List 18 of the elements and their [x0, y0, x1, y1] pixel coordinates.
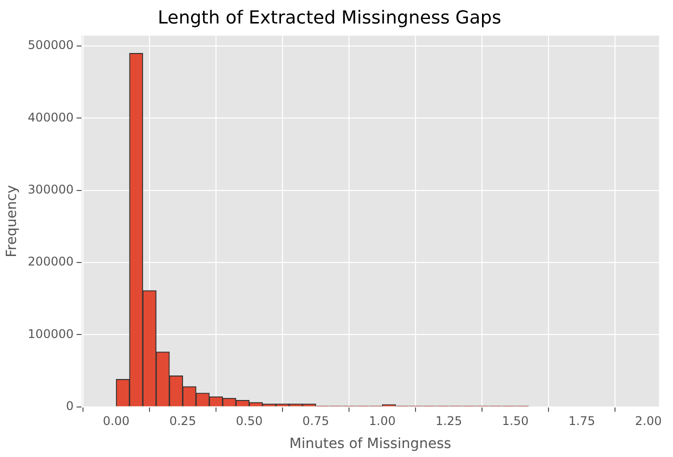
x-tick-label: 2.00	[634, 414, 662, 428]
y-tick-label: 500000	[28, 38, 74, 52]
y-tick-label: 400000	[28, 110, 74, 124]
x-tick-label: 0.25	[169, 414, 196, 428]
y-tick-label: 0	[66, 398, 74, 413]
x-tick-label: 1.25	[435, 414, 462, 428]
x-tick-label: 0.00	[102, 414, 130, 428]
x-tick-label: 0.75	[302, 414, 330, 428]
y-tick-label: 200000	[28, 254, 74, 269]
x-axis-title: Minutes of Missingness	[289, 436, 452, 452]
y-tick-label: 300000	[28, 182, 74, 196]
x-tick-label: 1.75	[568, 414, 596, 428]
x-tick-label: 1.50	[502, 414, 529, 428]
x-tick-label: 1.00	[368, 414, 396, 428]
x-tick-label: 0.50	[236, 414, 263, 428]
y-tick-label: 100000	[28, 326, 74, 341]
y-axis-title: Frequency	[4, 185, 20, 258]
chart-title: Length of Extracted Missingness Gaps	[158, 7, 502, 28]
